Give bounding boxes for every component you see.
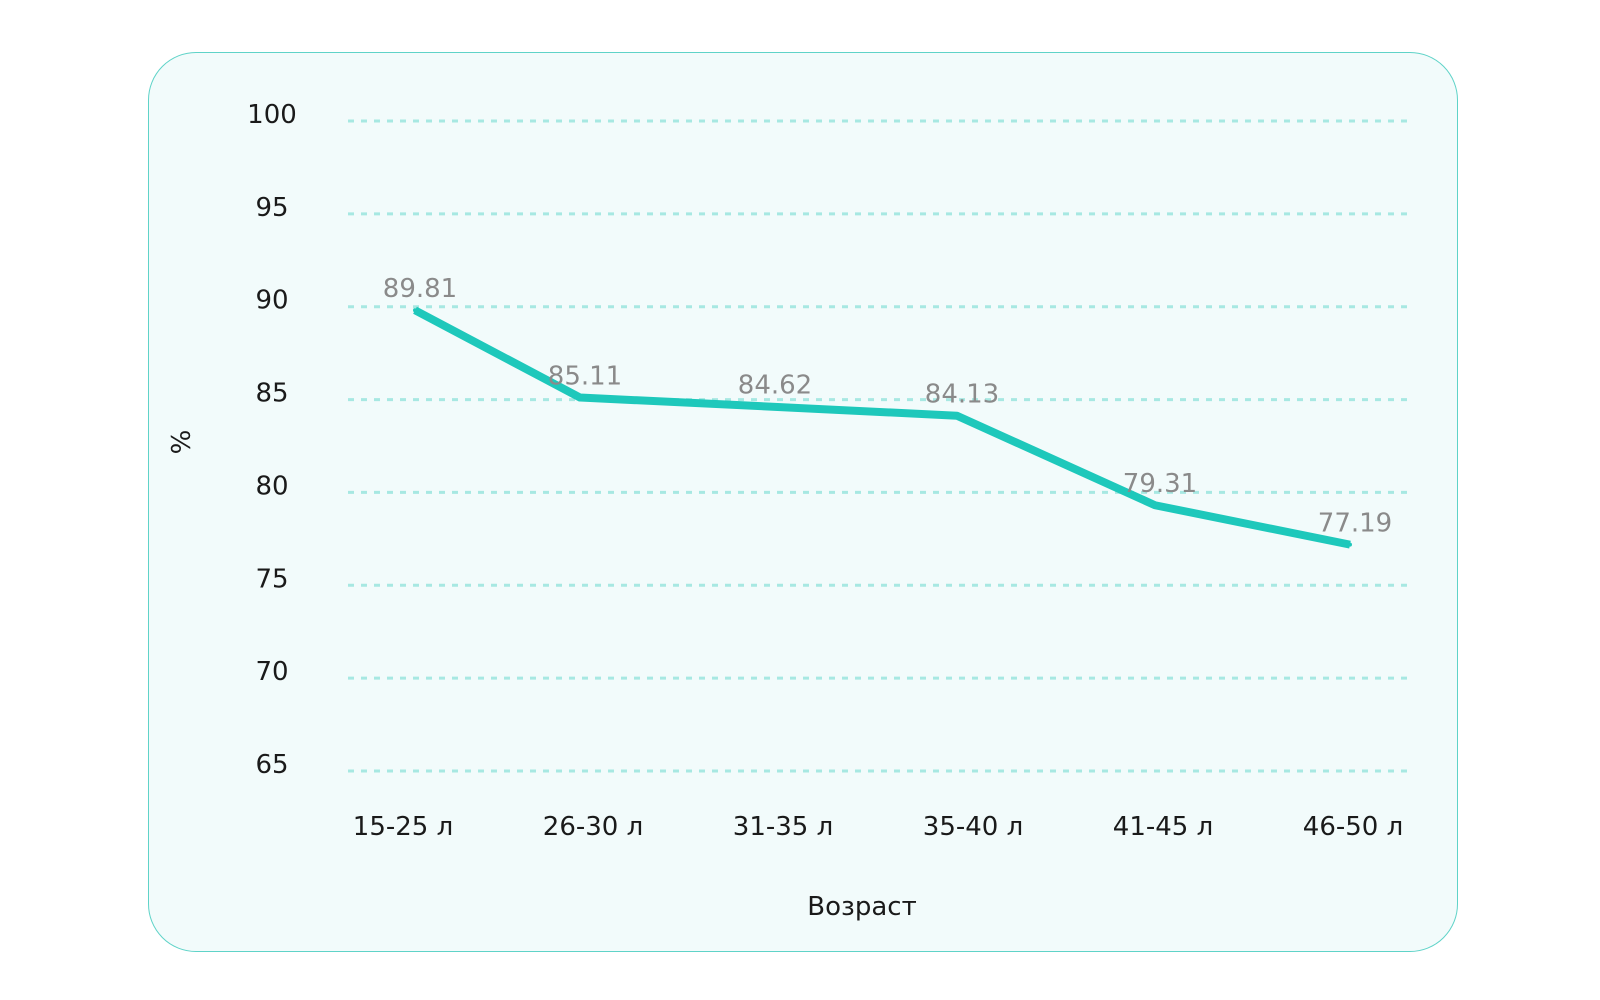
data-point (1153, 503, 1157, 508)
x-tick-label: 15-25 л (353, 812, 453, 842)
grid-lines (348, 119, 1410, 773)
data-point (955, 413, 959, 418)
data-label: 84.62 (738, 371, 812, 401)
y-tick-label: 95 (255, 193, 288, 223)
data-label: 77.19 (1318, 509, 1392, 539)
data-point (768, 404, 772, 409)
x-tick-label: 35-40 л (923, 812, 1023, 842)
data-point (578, 395, 582, 400)
data-label: 85.11 (548, 362, 622, 392)
series-line (413, 306, 1351, 549)
y-tick-label: 80 (255, 471, 288, 501)
y-tick-label: 70 (255, 657, 288, 687)
series-group (413, 306, 1352, 549)
x-tick-label: 31-35 л (733, 812, 833, 842)
data-label: 89.81 (383, 274, 457, 304)
y-tick-label: 85 (255, 379, 288, 409)
y-tick-label: 75 (255, 564, 288, 594)
x-tick-label: 41-45 л (1113, 812, 1213, 842)
data-point (413, 308, 417, 313)
x-tick-label: 46-50 л (1303, 812, 1403, 842)
y-tick-label: 100 (247, 100, 297, 130)
x-tick-label: 26-30 л (543, 812, 643, 842)
data-label: 84.13 (925, 380, 999, 410)
x-axis-title: Возраст (807, 892, 916, 922)
y-axis-ticks: 100 95 90 85 80 75 70 65 (247, 100, 297, 780)
data-label: 79.31 (1123, 469, 1197, 499)
data-point (1348, 542, 1352, 547)
y-tick-label: 65 (255, 750, 288, 780)
data-labels: 89.81 85.11 84.62 84.13 79.31 77.19 (383, 274, 1392, 538)
y-axis-title: % (167, 430, 197, 455)
y-tick-label: 90 (255, 286, 288, 316)
chart-card (148, 52, 1458, 952)
x-axis-ticks: 15-25 л 26-30 л 31-35 л 35-40 л 41-45 л 46-50… (353, 812, 1403, 842)
